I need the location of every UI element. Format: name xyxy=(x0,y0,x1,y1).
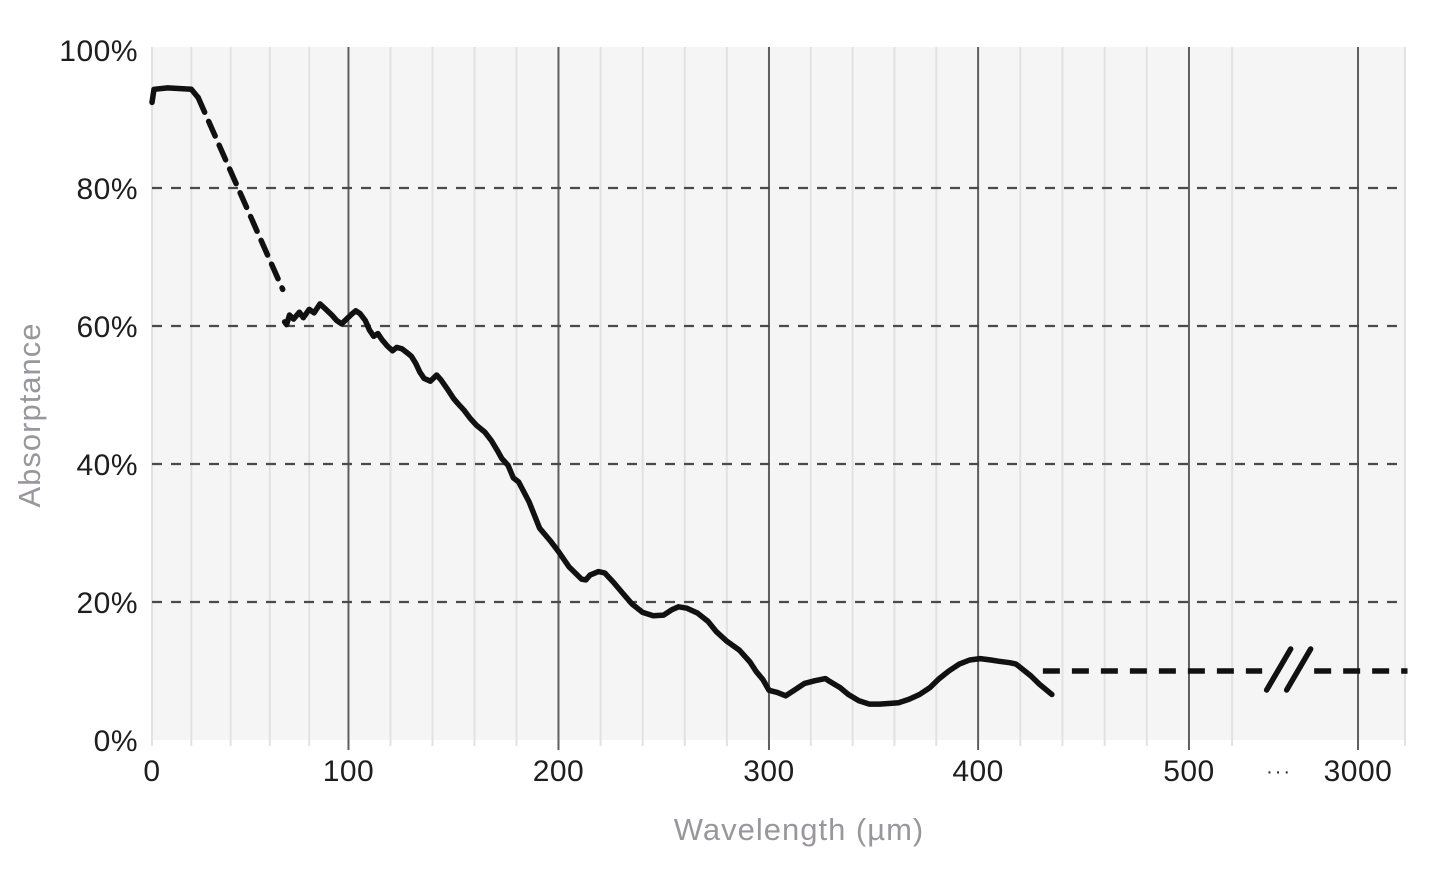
series-initial-solid xyxy=(149,85,201,106)
y-tick-label: 20% xyxy=(76,587,138,620)
x-tick-label: 3000 xyxy=(1323,755,1393,788)
y-tick-label: 100% xyxy=(59,35,138,68)
x-tick-label: 200 xyxy=(532,755,585,788)
y-tick-label: 40% xyxy=(76,449,138,482)
series-initial-dashed xyxy=(195,94,286,293)
series-main-solid xyxy=(281,301,1055,707)
x-axis-title: Wavelength (µm) xyxy=(673,812,925,847)
axis-break-slash xyxy=(1283,646,1314,693)
axis-break-slash xyxy=(1263,646,1294,693)
y-tick-label: 60% xyxy=(76,311,138,344)
x-axis-break-ellipsis: ··· xyxy=(1266,761,1293,783)
x-tick-label: 400 xyxy=(952,755,1004,788)
y-tick-label: 0% xyxy=(93,725,138,758)
y-tick-label: 80% xyxy=(76,173,138,206)
x-tick-label: 0 xyxy=(143,755,161,788)
plot-background xyxy=(152,47,1405,740)
x-tick-label: 100 xyxy=(322,755,375,788)
x-tick-label: 500 xyxy=(1163,755,1215,788)
x-tick-label: 300 xyxy=(743,755,795,788)
y-axis-title: Absorptance xyxy=(12,322,47,508)
